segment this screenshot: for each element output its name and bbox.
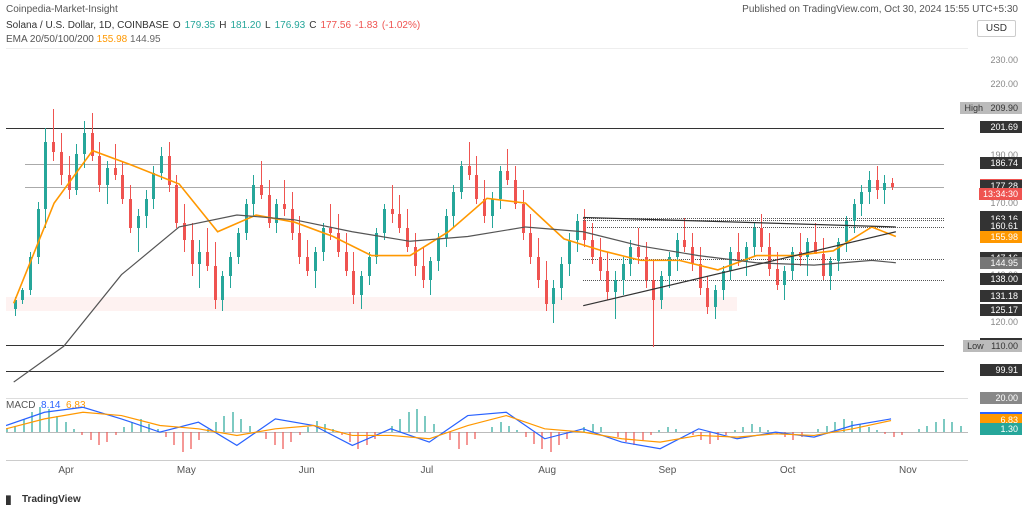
ema-value-2: 144.95: [130, 34, 161, 45]
ohlc-close: 177.56: [320, 20, 351, 31]
ema-label: EMA 20/50/100/200: [6, 34, 94, 45]
ohlc-change-pct: (-1.02%): [382, 20, 420, 31]
publisher-label: Coinpedia-Market-Insight: [6, 4, 118, 15]
macd-panel[interactable]: [6, 398, 968, 456]
currency-button[interactable]: USD: [977, 20, 1016, 37]
publish-meta: Published on TradingView.com, Oct 30, 20…: [742, 4, 1018, 15]
ohlc-high: 181.20: [230, 20, 261, 31]
ohlc-change: -1.83: [355, 20, 378, 31]
tradingview-logo: TradingView: [6, 493, 81, 505]
tv-logo-icon: [6, 493, 18, 505]
ema-info: EMA 20/50/100/200 155.98 144.95: [6, 34, 161, 45]
price-y-axis: 230.00220.00190.00170.00140.00138.00120.…: [968, 48, 1024, 394]
time-axis: AprMayJunJulAugSepOctNov: [6, 460, 968, 478]
symbol-info: Solana / U.S. Dollar, 1D, COINBASE O179.…: [6, 20, 420, 31]
ohlc-open: 179.35: [185, 20, 216, 31]
macd-y-axis: 20.008.146.831.30: [968, 398, 1024, 456]
tv-logo-text: TradingView: [22, 494, 81, 505]
price-chart[interactable]: [6, 48, 968, 394]
symbol-pair: Solana / U.S. Dollar, 1D, COINBASE: [6, 20, 169, 31]
ohlc-low: 176.93: [275, 20, 306, 31]
ema-value-1: 155.98: [97, 34, 128, 45]
